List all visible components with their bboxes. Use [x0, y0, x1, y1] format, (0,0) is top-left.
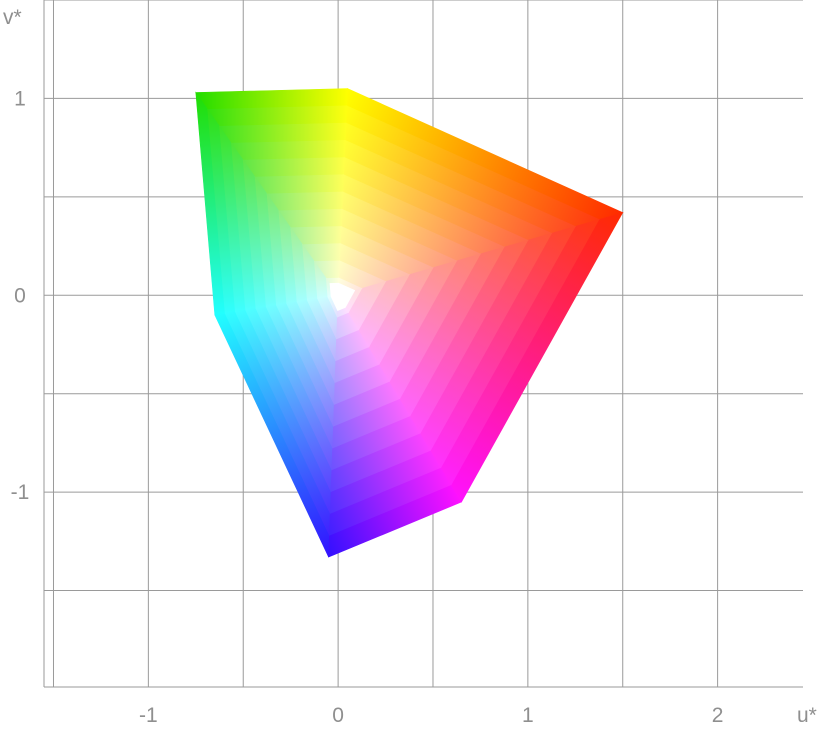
y-tick-label: -1: [11, 481, 30, 504]
white-point: [329, 282, 356, 311]
x-tick-label: 0: [332, 704, 344, 727]
y-tick-labels: 1 0 -1: [11, 87, 30, 504]
x-tick-labels: -1 0 1 2: [139, 704, 723, 727]
y-tick-label: 1: [14, 87, 26, 110]
x-tick-label: 1: [522, 704, 534, 727]
x-tick-label: 2: [712, 704, 724, 727]
x-axis-label: u*: [797, 704, 817, 727]
y-tick-label: 0: [14, 284, 26, 307]
y-axis-label: v*: [3, 6, 22, 29]
x-tick-label: -1: [139, 704, 158, 727]
color-gamut-region: [195, 88, 624, 558]
